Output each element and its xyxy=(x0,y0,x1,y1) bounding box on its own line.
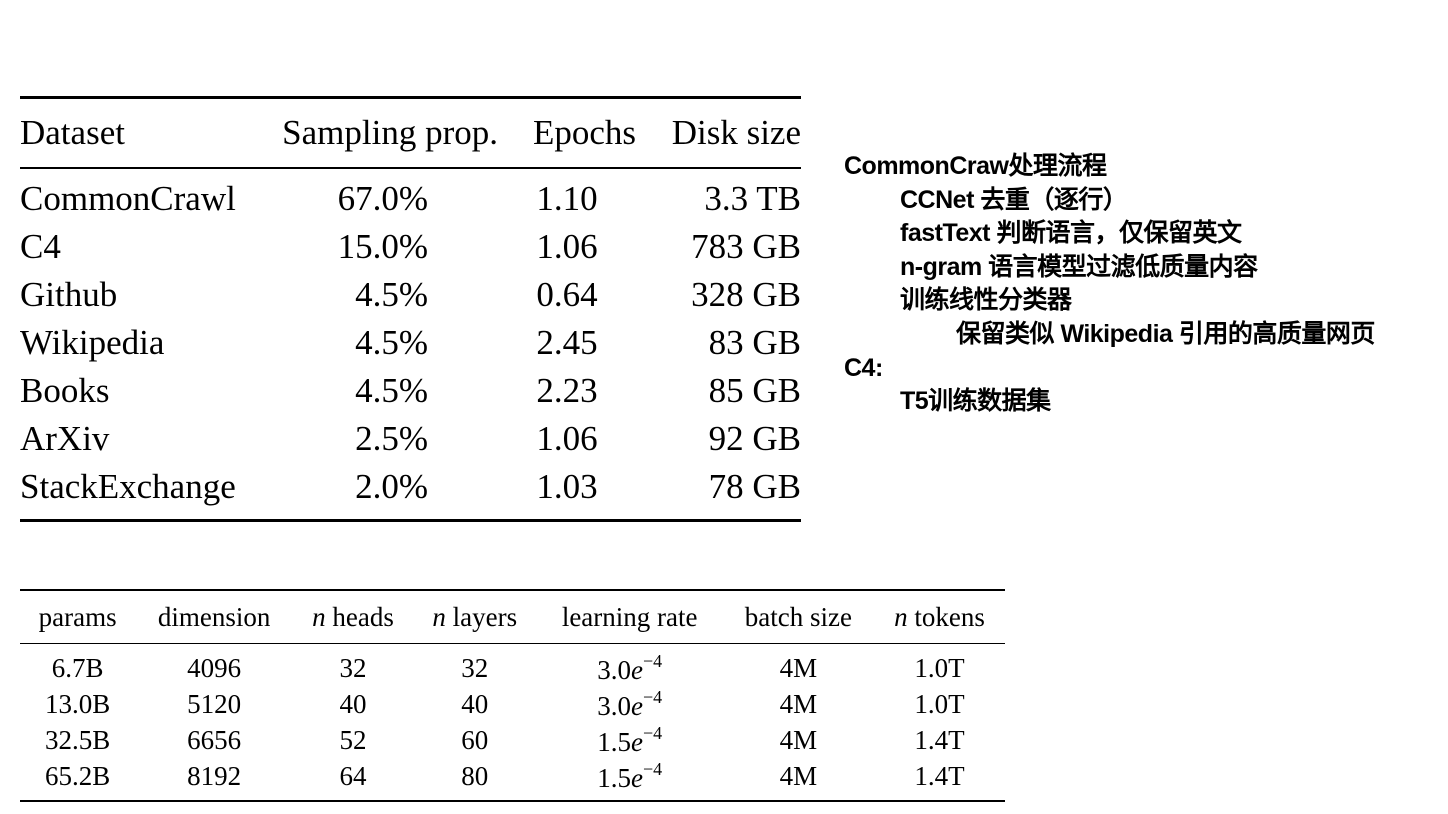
disk-size: 328 GB xyxy=(691,275,801,314)
table-row: 32.5B 6656 52 60 1.5e−4 4M 1.4T xyxy=(20,722,1005,758)
header-dataset: Dataset xyxy=(20,113,125,152)
model-hyperparams-table: params dimension n heads n layers learni… xyxy=(20,589,1005,802)
params: 13.0B xyxy=(45,688,111,719)
learning-rate: 3.0e−4 xyxy=(597,686,663,721)
batch-size: 4M xyxy=(779,724,818,755)
table-row: 6.7B 4096 32 32 3.0e−4 4M 1.0T xyxy=(20,644,1005,687)
disk-size: 783 GB xyxy=(691,227,801,266)
note-heading: C4: xyxy=(844,353,883,382)
learning-rate: 1.5e−4 xyxy=(597,758,663,793)
table-row: Wikipedia 4.5% 2.45 83 GB xyxy=(20,319,801,367)
header-dimension: dimension xyxy=(157,601,271,632)
tokens: 1.0T xyxy=(914,688,965,719)
dataset-name: StackExchange xyxy=(20,467,236,506)
header-sampling-prop: Sampling prop. xyxy=(282,113,498,152)
sampling-prop: 4.5% xyxy=(355,275,428,314)
disk-size: 92 GB xyxy=(708,419,801,458)
disk-size: 78 GB xyxy=(708,467,801,506)
params: 65.2B xyxy=(45,760,111,791)
batch-size: 4M xyxy=(779,688,818,719)
epochs: 1.06 xyxy=(536,227,598,266)
sampling-prop: 4.5% xyxy=(355,371,428,410)
learning-rate: 1.5e−4 xyxy=(597,722,663,757)
dataset-name: Github xyxy=(20,275,118,314)
table-row: C4 15.0% 1.06 783 GB xyxy=(20,223,801,271)
sampling-prop: 2.5% xyxy=(355,419,428,458)
table-row: Github 4.5% 0.64 328 GB xyxy=(20,271,801,319)
table-row: 13.0B 5120 40 40 3.0e−4 4M 1.0T xyxy=(20,686,1005,722)
tokens: 1.0T xyxy=(914,652,965,683)
dataset-name: C4 xyxy=(20,227,61,266)
heads: 40 xyxy=(339,688,367,719)
batch-size: 4M xyxy=(779,652,818,683)
header-batch-size: batch size xyxy=(744,601,852,632)
sampling-prop: 67.0% xyxy=(337,179,428,218)
heads: 52 xyxy=(339,724,367,755)
model-table-header: params dimension n heads n layers learni… xyxy=(20,590,1005,644)
note-item: 训练线性分类器 xyxy=(900,286,1072,315)
n-symbol: n xyxy=(312,601,326,632)
epochs: 1.06 xyxy=(536,419,598,458)
header-n-heads: n heads xyxy=(293,590,413,644)
note-item: CCNet 去重（逐行） xyxy=(900,185,1128,214)
learning-rate: 3.0e−4 xyxy=(597,650,663,685)
dimension: 4096 xyxy=(187,652,242,683)
n-symbol: n xyxy=(894,601,908,632)
dataset-name: CommonCrawl xyxy=(20,179,236,218)
dimension: 6656 xyxy=(187,724,242,755)
note-item: n-gram 语言模型过滤低质量内容 xyxy=(900,252,1258,281)
params: 6.7B xyxy=(51,652,104,683)
layers: 40 xyxy=(461,688,489,719)
sampling-prop: 2.0% xyxy=(355,467,428,506)
dataset-name: Books xyxy=(20,371,110,410)
header-disk-size: Disk size xyxy=(671,113,801,152)
header-n-tokens: n tokens xyxy=(874,590,1005,644)
header-heads-label: heads xyxy=(332,601,394,632)
table-row: StackExchange 2.0% 1.03 78 GB xyxy=(20,463,801,521)
params: 32.5B xyxy=(45,724,111,755)
epochs: 2.23 xyxy=(536,371,598,410)
layers: 60 xyxy=(461,724,489,755)
table-row: CommonCrawl 67.0% 1.10 3.3 TB xyxy=(20,168,801,223)
header-params: params xyxy=(38,601,117,632)
header-layers-label: layers xyxy=(452,601,518,632)
dataset-table-header: Dataset Sampling prop. Epochs Disk size xyxy=(20,97,801,168)
epochs: 0.64 xyxy=(536,275,598,314)
dimension: 8192 xyxy=(187,760,242,791)
layers: 32 xyxy=(461,652,489,683)
header-epochs: Epochs xyxy=(532,113,636,152)
note-item: fastText 判断语言，仅保留英文 xyxy=(900,219,1242,248)
notes-panel: CommonCraw处理流程 CCNet 去重（逐行） fastText 判断语… xyxy=(844,150,1444,419)
dataset-name: ArXiv xyxy=(20,419,110,458)
batch-size: 4M xyxy=(779,760,818,791)
header-n-layers: n layers xyxy=(413,590,537,644)
disk-size: 83 GB xyxy=(708,323,801,362)
header-tokens-label: tokens xyxy=(914,601,985,632)
table-row: Books 4.5% 2.23 85 GB xyxy=(20,367,801,415)
heads: 32 xyxy=(339,652,367,683)
dataset-table: Dataset Sampling prop. Epochs Disk size … xyxy=(20,96,801,522)
table-row: ArXiv 2.5% 1.06 92 GB xyxy=(20,415,801,463)
disk-size: 85 GB xyxy=(708,371,801,410)
heads: 64 xyxy=(339,760,367,791)
n-symbol: n xyxy=(432,601,446,632)
tokens: 1.4T xyxy=(914,760,965,791)
tokens: 1.4T xyxy=(914,724,965,755)
dataset-name: Wikipedia xyxy=(20,323,165,362)
disk-size: 3.3 TB xyxy=(704,179,801,218)
note-subitem: 保留类似 Wikipedia 引用的高质量网页 xyxy=(956,319,1375,348)
note-item: T5训练数据集 xyxy=(900,387,1051,416)
header-learning-rate: learning rate xyxy=(561,601,698,632)
sampling-prop: 4.5% xyxy=(355,323,428,362)
epochs: 2.45 xyxy=(536,323,598,362)
sampling-prop: 15.0% xyxy=(337,227,428,266)
layers: 80 xyxy=(461,760,489,791)
note-heading: CommonCraw处理流程 xyxy=(844,152,1107,180)
table-row: 65.2B 8192 64 80 1.5e−4 4M 1.4T xyxy=(20,758,1005,801)
dimension: 5120 xyxy=(187,688,242,719)
epochs: 1.03 xyxy=(536,467,598,506)
epochs: 1.10 xyxy=(536,179,598,218)
